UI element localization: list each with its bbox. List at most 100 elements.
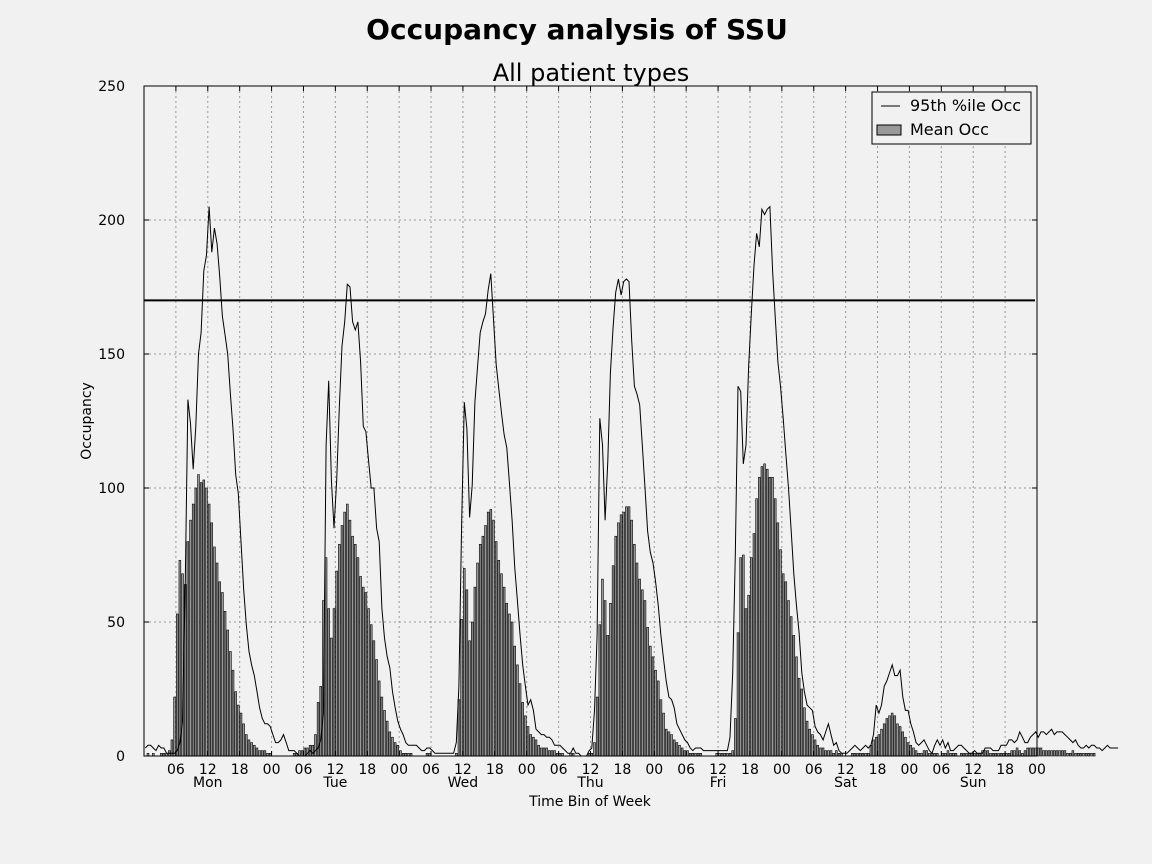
mean-occ-bar xyxy=(359,576,362,757)
day-label: Wed xyxy=(448,775,479,791)
y-tick-label: 200 xyxy=(98,213,125,229)
day-label: Tue xyxy=(322,775,347,791)
mean-occ-bar xyxy=(766,468,769,757)
y-tick-label: 150 xyxy=(98,347,125,363)
mean-occ-bar xyxy=(874,736,878,757)
y-axis-ticks: 0 50 100 150 200 250 xyxy=(98,79,1037,765)
x-tick-label: 00 xyxy=(645,762,663,778)
mean-occ-bar xyxy=(898,726,902,757)
mean-occ-bar xyxy=(250,742,253,757)
mean-occ-bar xyxy=(229,651,232,757)
day-label: Fri xyxy=(710,775,727,791)
mean-occ-bar xyxy=(550,750,554,757)
mean-occ-bar xyxy=(226,629,229,757)
mean-occ-bar xyxy=(633,543,636,757)
mean-occ-bar xyxy=(1068,753,1072,757)
x-tick-label: 12 xyxy=(709,762,727,778)
mean-occ-bar xyxy=(465,589,469,757)
mean-occ-bar xyxy=(683,750,687,757)
mean-occ-bar xyxy=(1029,747,1032,757)
mean-occ-bar xyxy=(813,739,817,757)
mean-occ-bar xyxy=(603,600,607,757)
mean-occ-bar xyxy=(1087,753,1091,757)
x-tick-label: 12 xyxy=(582,762,600,778)
mean-occ-bar xyxy=(662,712,665,757)
day-label: Thu xyxy=(576,775,603,791)
mean-occ-bar xyxy=(494,541,498,757)
mean-occ-bar xyxy=(657,680,660,757)
mean-occ-bar xyxy=(1055,750,1059,757)
mean-occ-bar xyxy=(1082,753,1085,757)
mean-occ-bar xyxy=(983,750,987,757)
legend-bar-swatch xyxy=(876,124,902,136)
mean-occ-bar xyxy=(811,734,814,757)
mean-occ-bar xyxy=(186,541,190,757)
mean-occ-bar xyxy=(1010,750,1013,757)
mean-occ-bar xyxy=(553,750,556,757)
mean-occ-bar xyxy=(901,731,905,757)
mean-occ-bar xyxy=(542,747,546,757)
mean-occ-bar xyxy=(649,645,652,757)
x-tick-label: 12 xyxy=(837,762,855,778)
mean-occ-bar xyxy=(391,736,394,757)
mean-occ-bar xyxy=(175,613,179,757)
mean-occ-bar xyxy=(261,750,264,757)
mean-occ-bar xyxy=(1074,753,1077,757)
mean-occ-bar xyxy=(354,543,357,757)
mean-occ-bar xyxy=(792,635,796,757)
x-tick-label: 12 xyxy=(964,762,982,778)
mean-occ-bar xyxy=(1084,753,1088,757)
mean-occ-bar xyxy=(478,543,482,757)
mean-occ-bar xyxy=(781,573,785,757)
mean-occ-bar xyxy=(513,645,516,757)
mean-occ-bar xyxy=(324,557,328,757)
mean-occ-bar xyxy=(1050,750,1053,757)
mean-occ-bar xyxy=(1061,750,1064,757)
mean-occ-bar xyxy=(385,720,389,757)
x-tick-label: 06 xyxy=(932,762,950,778)
mean-occ-bar xyxy=(189,519,192,757)
mean-occ-bar xyxy=(1015,747,1019,757)
mean-occ-bar xyxy=(526,726,530,757)
mean-occ-bar xyxy=(239,712,243,757)
mean-occ-bar xyxy=(880,728,883,757)
mean-occ-bar xyxy=(356,557,360,757)
mean-occ-bar xyxy=(330,637,333,757)
mean-occ-bar xyxy=(1092,753,1096,757)
mean-occ-bar xyxy=(1013,750,1016,757)
mean-occ-bar xyxy=(670,734,673,757)
mean-occ-bar xyxy=(787,600,790,757)
mean-occ-bar xyxy=(393,742,397,757)
mean-occ-bar xyxy=(548,750,551,757)
mean-occ-bar xyxy=(821,747,825,757)
mean-occ-bar xyxy=(611,565,615,757)
mean-occ-bar xyxy=(888,715,891,757)
legend-label-95th: 95th %ile Occ xyxy=(910,96,1021,115)
mean-occ-bar xyxy=(593,742,596,757)
mean-occ-bar xyxy=(524,715,527,757)
legend: 95th %ile Occ Mean Occ xyxy=(871,91,1032,145)
mean-occ-bars xyxy=(146,463,1096,757)
mean-occ-bar xyxy=(829,750,833,757)
mean-occ-bar xyxy=(803,707,806,757)
mean-occ-bar xyxy=(805,720,809,757)
mean-occ-bar xyxy=(173,696,176,757)
mean-occ-bar xyxy=(760,466,764,757)
mean-occ-bar xyxy=(614,535,617,757)
mean-occ-bar xyxy=(755,498,758,757)
mean-occ-bar xyxy=(396,744,400,757)
mean-occ-bar xyxy=(1058,750,1061,757)
mean-occ-bar xyxy=(178,560,182,757)
grid xyxy=(144,86,1037,756)
chart-subtitle: All patient types xyxy=(493,59,690,87)
mean-occ-bar xyxy=(773,498,777,757)
x-tick-label: 06 xyxy=(295,762,313,778)
mean-occ-bar xyxy=(779,549,782,757)
mean-occ-bar xyxy=(205,487,208,757)
chart-title: Occupancy analysis of SSU xyxy=(366,13,788,46)
y-tick-label: 100 xyxy=(98,481,125,497)
mean-occ-bar xyxy=(346,503,349,757)
mean-occ-bar xyxy=(752,533,756,757)
mean-occ-bar xyxy=(540,747,543,757)
